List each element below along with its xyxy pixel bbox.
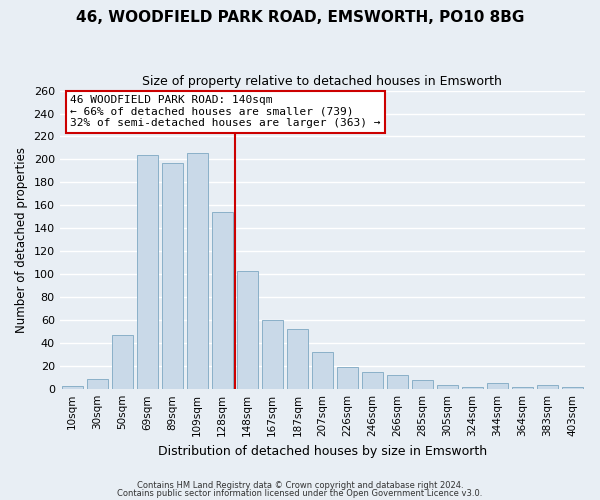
Bar bbox=[161, 163, 183, 389]
Bar bbox=[412, 380, 433, 389]
Bar bbox=[362, 372, 383, 389]
Bar bbox=[312, 352, 333, 389]
Bar bbox=[337, 368, 358, 389]
Bar bbox=[512, 387, 533, 389]
Bar bbox=[537, 384, 558, 389]
Bar bbox=[112, 335, 133, 389]
Bar bbox=[462, 387, 483, 389]
Y-axis label: Number of detached properties: Number of detached properties bbox=[15, 147, 28, 333]
Bar bbox=[262, 320, 283, 389]
Text: 46 WOODFIELD PARK ROAD: 140sqm
← 66% of detached houses are smaller (739)
32% of: 46 WOODFIELD PARK ROAD: 140sqm ← 66% of … bbox=[70, 95, 380, 128]
Bar bbox=[387, 376, 408, 389]
Bar bbox=[86, 379, 108, 389]
Bar bbox=[236, 271, 258, 389]
Bar bbox=[62, 386, 83, 389]
Bar bbox=[187, 152, 208, 389]
Text: Contains HM Land Registry data © Crown copyright and database right 2024.: Contains HM Land Registry data © Crown c… bbox=[137, 481, 463, 490]
Bar bbox=[212, 212, 233, 389]
Bar bbox=[487, 384, 508, 389]
Bar bbox=[437, 384, 458, 389]
Title: Size of property relative to detached houses in Emsworth: Size of property relative to detached ho… bbox=[142, 75, 502, 88]
X-axis label: Distribution of detached houses by size in Emsworth: Distribution of detached houses by size … bbox=[158, 444, 487, 458]
Text: Contains public sector information licensed under the Open Government Licence v3: Contains public sector information licen… bbox=[118, 488, 482, 498]
Text: 46, WOODFIELD PARK ROAD, EMSWORTH, PO10 8BG: 46, WOODFIELD PARK ROAD, EMSWORTH, PO10 … bbox=[76, 10, 524, 25]
Bar bbox=[137, 155, 158, 389]
Bar bbox=[562, 387, 583, 389]
Bar bbox=[287, 330, 308, 389]
